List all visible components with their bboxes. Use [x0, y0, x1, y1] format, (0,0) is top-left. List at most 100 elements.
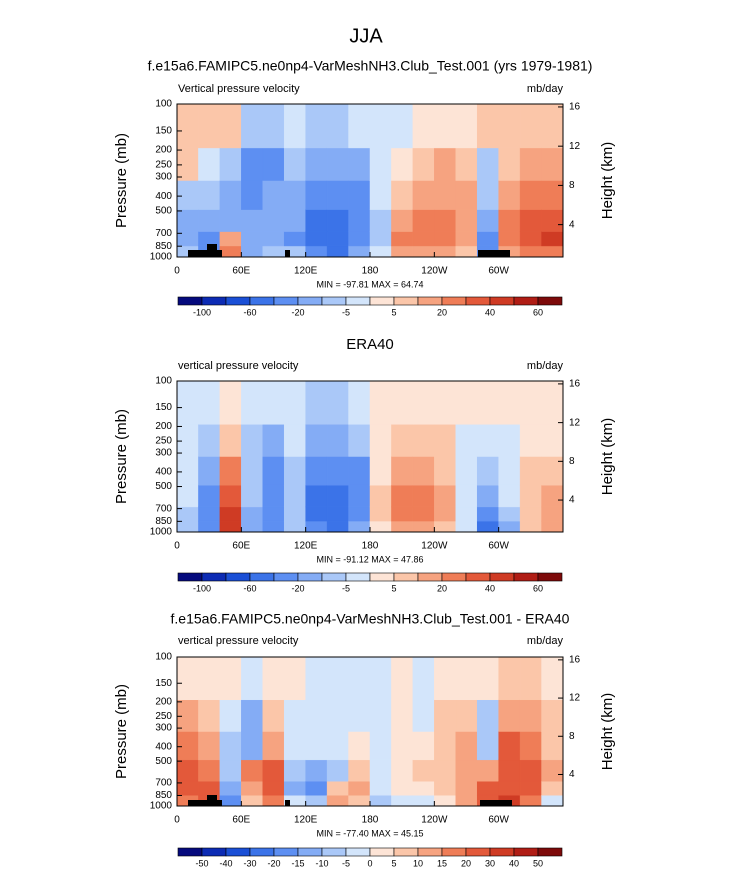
colorbar-box — [417, 572, 443, 582]
contour-cell — [391, 759, 414, 782]
contour-cell — [219, 794, 242, 807]
contour-cell — [219, 699, 242, 732]
contour-cell — [326, 245, 349, 258]
contour-cell — [519, 380, 542, 425]
contour-cell — [476, 506, 499, 522]
contour-cell — [262, 245, 285, 258]
contour-cell — [326, 780, 349, 796]
contour-cell — [262, 209, 285, 232]
x-tick-label: 120W — [421, 541, 448, 552]
x-tick-label: 0 — [174, 266, 180, 277]
contour-cell — [283, 699, 306, 732]
contour-cell — [519, 180, 542, 210]
colorbar-box — [201, 847, 227, 857]
contour-cell — [434, 484, 457, 508]
contour-cell — [434, 699, 457, 732]
contour-cell — [198, 506, 221, 522]
contour-cell — [241, 506, 264, 522]
contour-cell — [326, 484, 349, 508]
contour-cell — [283, 103, 306, 149]
colorbar-box — [489, 572, 515, 582]
colorbar-box — [297, 847, 323, 857]
contour-cell — [455, 103, 478, 149]
contour-cell — [283, 231, 306, 247]
contour-cell — [476, 484, 499, 508]
contour-cell — [369, 180, 392, 210]
colorbar-box — [225, 847, 251, 857]
contour-cell — [519, 209, 542, 232]
contour-cell — [348, 231, 371, 247]
contour-cell — [241, 103, 264, 149]
contour-cell — [412, 424, 435, 457]
contour-cell — [348, 147, 371, 181]
y-tick-label: 1000 — [150, 527, 173, 538]
contour-cell — [176, 424, 199, 457]
contour-cell — [305, 656, 328, 701]
contour-cell — [283, 759, 306, 782]
contour-cell — [412, 245, 435, 258]
contour-cell — [283, 180, 306, 210]
contour-cell — [283, 484, 306, 508]
contour-cell — [283, 209, 306, 232]
contour-cell — [476, 656, 499, 701]
contour-cell — [541, 656, 564, 701]
colorbar-box — [369, 572, 395, 582]
colorbar-label: -5 — [342, 858, 350, 868]
contour-cell — [369, 209, 392, 232]
contour-cell — [326, 731, 349, 761]
colorbar-label: 40 — [485, 583, 495, 593]
contour-cell — [498, 456, 521, 486]
topography-mask — [188, 244, 512, 806]
colorbar-box — [201, 572, 227, 582]
y-tick-label: 100 — [155, 652, 172, 663]
contour-cell — [498, 147, 521, 181]
contour-cell — [262, 731, 285, 761]
y2-tick-label: 12 — [569, 417, 581, 428]
y-tick-label: 200 — [155, 145, 172, 156]
contour-cell — [434, 180, 457, 210]
colorbar-box — [465, 296, 491, 306]
right-label: mb/day — [527, 360, 564, 372]
y-tick-label: 100 — [155, 99, 172, 110]
contour-cell — [262, 380, 285, 425]
colorbar-label: 60 — [533, 307, 543, 317]
contour-cell — [262, 759, 285, 782]
contour-cell — [262, 147, 285, 181]
contour-cell — [176, 731, 199, 761]
contour-cell — [348, 780, 371, 796]
contour-cell — [519, 231, 542, 247]
contour-cell — [455, 484, 478, 508]
y-tick-label: 500 — [155, 481, 172, 492]
contour-cell — [369, 245, 392, 258]
contour-cell — [176, 656, 199, 701]
contour-cell — [241, 520, 264, 533]
y-tick-label: 500 — [155, 206, 172, 217]
contour-cell — [348, 699, 371, 732]
contour-cell — [391, 380, 414, 425]
contour-cell — [519, 731, 542, 761]
contour-cell — [369, 147, 392, 181]
colorbar-box — [345, 572, 371, 582]
contour-cell — [519, 456, 542, 486]
contour-cell — [498, 380, 521, 425]
contour-cell — [498, 506, 521, 522]
colorbar-label: -30 — [243, 858, 256, 868]
y-axis-label: Pressure (mb) — [113, 133, 130, 228]
contour-cell — [412, 780, 435, 796]
panel-title: f.e15a6.FAMIPC5.ne0np4-VarMeshNH3.Club_T… — [171, 611, 570, 627]
contour-cell — [498, 103, 521, 149]
contour-cell — [305, 245, 328, 258]
contour-cell — [326, 520, 349, 533]
colorbar-box — [441, 572, 467, 582]
contour-cell — [391, 245, 414, 258]
contour-cell — [455, 231, 478, 247]
contour-cell — [326, 103, 349, 149]
colorbar-label: 40 — [509, 858, 519, 868]
contour-cell — [541, 231, 564, 247]
contour-cell — [476, 147, 499, 181]
contour-cell — [412, 506, 435, 522]
contour-cell — [305, 456, 328, 486]
contour-cell — [262, 231, 285, 247]
x-tick-label: 60E — [232, 541, 250, 552]
colorbar-box — [465, 847, 491, 857]
